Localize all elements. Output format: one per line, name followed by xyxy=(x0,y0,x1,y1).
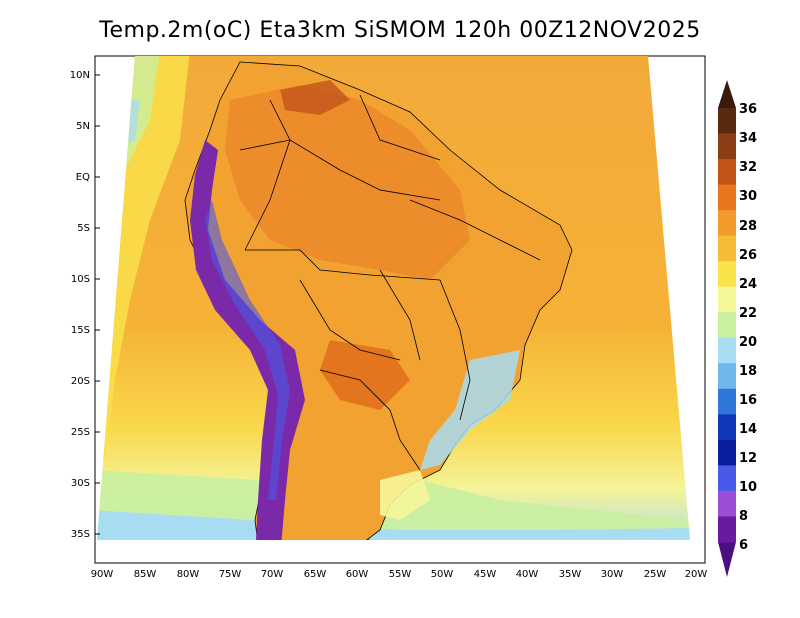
lon-label: 65W xyxy=(304,569,327,580)
colorbar-label: 30 xyxy=(739,189,757,204)
colorbar-swatch xyxy=(718,235,736,262)
lat-label: 35S xyxy=(71,529,90,540)
latitude-axis: 10N 5N EQ 5S 10S 15S 20S 25S 30S 35S xyxy=(70,70,100,540)
colorbar-label: 12 xyxy=(739,451,757,466)
lat-label: 30S xyxy=(71,478,90,489)
colorbar: 36 34 32 30 28 26 24 22 20 18 16 14 12 1… xyxy=(718,80,757,577)
colorbar-label: 18 xyxy=(739,364,757,379)
lon-label: 50W xyxy=(431,569,454,580)
southern-cold-band xyxy=(97,510,690,540)
colorbar-swatch xyxy=(718,159,736,186)
colorbar-labels: 36 34 32 30 28 26 24 22 20 18 16 14 12 1… xyxy=(739,102,757,553)
lon-label: 90W xyxy=(91,569,114,580)
colorbar-label: 32 xyxy=(739,160,757,175)
southeast-cool-zone xyxy=(420,350,520,470)
country-borders xyxy=(239,94,541,471)
colorbar-label: 34 xyxy=(739,131,757,146)
colorbar-label: 24 xyxy=(739,277,757,292)
colorbar-swatch xyxy=(718,465,736,492)
lon-label: 70W xyxy=(261,569,284,580)
lon-label: 85W xyxy=(134,569,157,580)
lon-label: 55W xyxy=(389,569,412,580)
colorbar-label: 22 xyxy=(739,306,757,321)
lat-label: 15S xyxy=(71,325,90,336)
figure-title: Temp.2m(oC) Eta3km SiSMOM 120h 00Z12NOV2… xyxy=(99,18,701,43)
colorbar-swatch xyxy=(718,184,736,211)
chaco-hot-zone xyxy=(320,340,410,410)
amazon-hot-zone xyxy=(225,85,470,280)
colorbar-swatch xyxy=(718,261,736,288)
colorbar-swatch xyxy=(718,133,736,160)
colorbar-label: 10 xyxy=(739,480,757,495)
lon-label: 45W xyxy=(474,569,497,580)
colorbar-label: 14 xyxy=(739,422,757,437)
colorbar-swatch xyxy=(718,363,736,390)
temperature-field xyxy=(97,56,690,540)
lon-label: 75W xyxy=(219,569,242,580)
lon-label: 40W xyxy=(516,569,539,580)
lon-label: 30W xyxy=(601,569,624,580)
colorbar-swatch xyxy=(718,388,736,415)
longitude-axis: 90W 85W 80W 75W 70W 65W 60W 55W 50W 45W … xyxy=(91,569,708,580)
colorbar-swatch xyxy=(718,210,736,237)
lon-label: 60W xyxy=(346,569,369,580)
colorbar-swatch xyxy=(718,490,736,517)
lat-label: 10N xyxy=(70,70,90,81)
lat-label: EQ xyxy=(76,172,90,183)
lat-label: 25S xyxy=(71,427,90,438)
lon-label: 25W xyxy=(644,569,667,580)
colorbar-swatch xyxy=(718,286,736,313)
colorbar-swatch xyxy=(718,414,736,441)
colorbar-max-arrow xyxy=(718,80,736,108)
colorbar-swatches xyxy=(718,108,736,543)
colorbar-label: 16 xyxy=(739,393,757,408)
colorbar-swatch xyxy=(718,312,736,339)
colorbar-label: 28 xyxy=(739,219,757,234)
lon-label: 80W xyxy=(177,569,200,580)
lat-label: 5S xyxy=(77,223,90,234)
uruguay-mild-zone xyxy=(380,470,430,520)
lat-label: 20S xyxy=(71,376,90,387)
lon-label: 35W xyxy=(559,569,582,580)
colorbar-swatch xyxy=(718,516,736,543)
venezuela-hot-zone xyxy=(280,80,350,115)
andes-inner-stripe xyxy=(205,200,290,500)
colorbar-swatch xyxy=(718,108,736,135)
lat-label: 10S xyxy=(71,274,90,285)
lon-label: 20W xyxy=(685,569,708,580)
colorbar-label: 36 xyxy=(739,102,757,117)
colorbar-min-arrow xyxy=(718,542,736,577)
colorbar-swatch xyxy=(718,439,736,466)
colorbar-label: 8 xyxy=(739,509,748,524)
colorbar-label: 20 xyxy=(739,335,757,350)
colorbar-label: 6 xyxy=(739,538,748,553)
colorbar-swatch xyxy=(718,337,736,364)
colorbar-label: 26 xyxy=(739,248,757,263)
lat-label: 5N xyxy=(76,121,90,132)
